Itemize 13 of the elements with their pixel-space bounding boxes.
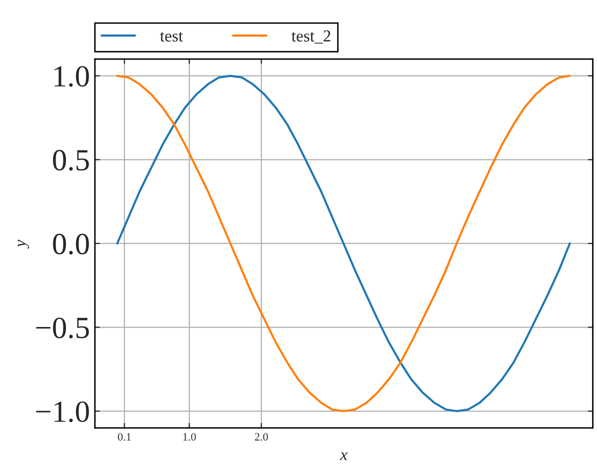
legend-label: test_2 bbox=[292, 30, 330, 44]
y-tick-label: 0.5 bbox=[53, 150, 89, 171]
line-series bbox=[116, 74, 571, 412]
x-tick-label: 2.0 bbox=[254, 433, 268, 441]
x-tick-label: 1.0 bbox=[183, 433, 196, 441]
y-tick-label: −1.0 bbox=[36, 401, 89, 422]
y-tick-label: −0.5 bbox=[36, 318, 89, 338]
y-axis-title: y bbox=[18, 240, 30, 249]
y-tick-label: 0.0 bbox=[53, 234, 89, 255]
x-tick-label: 0.1 bbox=[118, 433, 131, 441]
y-tick-label: 1.0 bbox=[54, 66, 89, 87]
legend-label: test bbox=[160, 32, 183, 42]
x-axis-title: x bbox=[340, 452, 348, 460]
